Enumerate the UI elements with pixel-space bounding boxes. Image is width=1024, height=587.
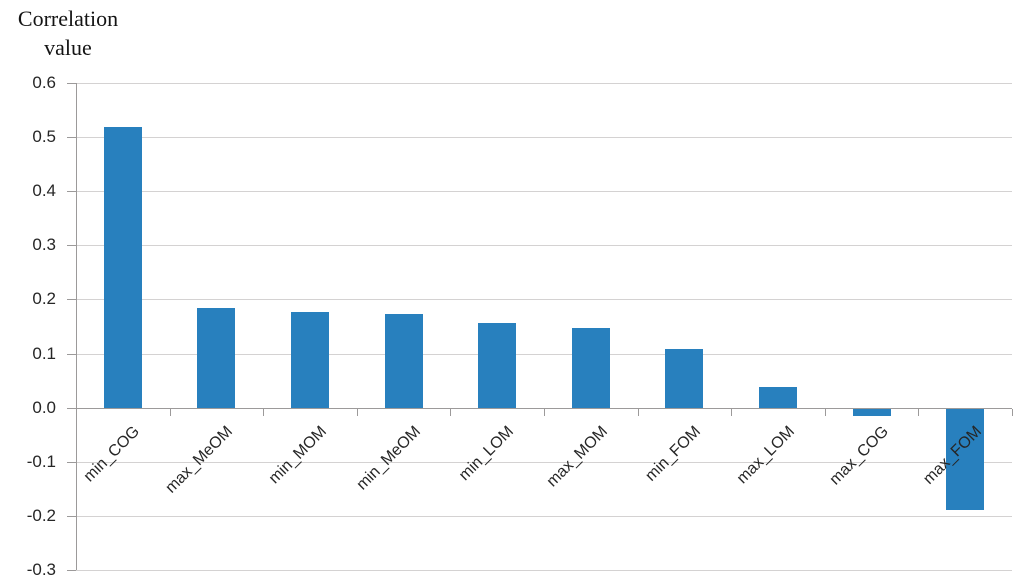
- x-axis-tick: [638, 409, 639, 416]
- x-axis-tick: [450, 409, 451, 416]
- y-axis-tick-label: 0.1: [32, 344, 56, 363]
- y-axis-tick: [67, 516, 76, 517]
- y-axis-tick: [67, 137, 76, 138]
- x-axis-tick: [918, 409, 919, 416]
- y-axis-tick-label: 0.5: [32, 127, 56, 146]
- bar-min_MeOM: [385, 314, 423, 408]
- x-axis-tick: [1012, 409, 1013, 416]
- y-axis-tick: [67, 191, 76, 192]
- bar-max_LOM: [759, 387, 797, 408]
- gridline: [76, 245, 1012, 246]
- gridline: [76, 299, 1012, 300]
- bar-min_FOM: [665, 349, 703, 408]
- y-axis-line: [76, 83, 77, 570]
- x-axis-tick: [170, 409, 171, 416]
- y-axis-tick-label: 0.2: [32, 289, 56, 308]
- y-axis-tick: [67, 245, 76, 246]
- bar-min_COG: [104, 127, 142, 408]
- gridline: [76, 354, 1012, 355]
- y-axis-tick: [67, 83, 76, 84]
- gridline: [76, 516, 1012, 517]
- x-axis-tick: [544, 409, 545, 416]
- y-axis-tick-label: 0.0: [32, 398, 56, 417]
- bar-min_MOM: [291, 312, 329, 408]
- x-axis-tick: [263, 409, 264, 416]
- y-axis-tick: [67, 354, 76, 355]
- gridline: [76, 137, 1012, 138]
- x-axis-line: [76, 408, 1012, 409]
- y-axis-tick: [67, 408, 76, 409]
- chart-title-line-1: Correlation: [17, 6, 119, 31]
- y-axis-tick-label: -0.2: [26, 506, 56, 525]
- y-axis-tick-label: 0.4: [32, 181, 56, 200]
- chart-title-line-2: value: [44, 35, 92, 60]
- x-axis-tick: [731, 409, 732, 416]
- bar-max_MeOM: [197, 308, 235, 408]
- y-axis-tick-label: -0.3: [26, 560, 56, 579]
- gridline: [76, 462, 1012, 463]
- bar-max_FOM: [946, 409, 984, 510]
- y-axis-tick-label: 0.6: [32, 73, 56, 92]
- gridline: [76, 570, 1012, 571]
- y-axis-tick: [67, 462, 76, 463]
- y-axis-tick-label: -0.1: [26, 452, 56, 471]
- y-axis-tick: [67, 299, 76, 300]
- chart-title: Correlation value: [6, 4, 130, 62]
- bar-max_MOM: [572, 328, 610, 408]
- gridline: [76, 191, 1012, 192]
- x-axis-tick: [825, 409, 826, 416]
- y-axis-tick: [67, 570, 76, 571]
- gridline: [76, 83, 1012, 84]
- x-axis-tick: [76, 409, 77, 416]
- bar-min_LOM: [478, 323, 516, 408]
- y-axis-tick-label: 0.3: [32, 235, 56, 254]
- bar-max_COG: [853, 409, 891, 416]
- x-axis-tick: [357, 409, 358, 416]
